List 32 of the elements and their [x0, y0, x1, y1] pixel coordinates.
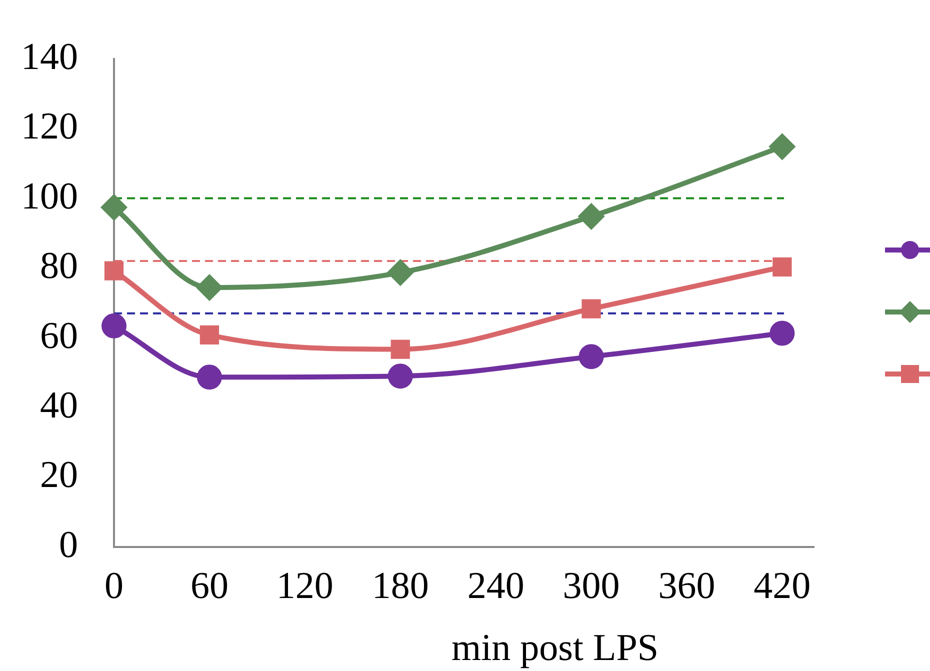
point [388, 260, 413, 286]
y-tick-label: 80 [40, 245, 78, 288]
point [102, 313, 126, 338]
y-tick-label: 0 [59, 524, 78, 566]
y-tick-label: 20 [40, 454, 78, 496]
point [582, 299, 601, 318]
y-tick-label: 120 [21, 106, 78, 148]
x-tick-label: 120 [276, 564, 334, 607]
point [388, 364, 413, 389]
point [578, 344, 604, 370]
point [200, 325, 220, 345]
x-tick-label: 180 [372, 564, 429, 607]
y-tick-label: 40 [40, 384, 78, 426]
point [772, 257, 792, 277]
y-tick-label: 140 [21, 36, 78, 78]
point [578, 204, 604, 229]
x-tick-label: 0 [104, 564, 124, 607]
y-tick-label: 100 [21, 175, 78, 218]
x-tick-label: 300 [562, 564, 620, 607]
point [102, 194, 126, 220]
x-tick-label: 420 [754, 564, 811, 607]
point [390, 340, 410, 359]
point [770, 320, 795, 346]
x-tick-label: 60 [190, 564, 228, 607]
point [104, 261, 124, 280]
point [196, 275, 222, 300]
point [196, 364, 222, 390]
x-tick-label: 240 [467, 564, 524, 607]
point [770, 134, 795, 160]
y-tick-label: 60 [40, 314, 78, 357]
x-tick-label: 360 [658, 564, 716, 607]
x-axis-title: min post LPS [452, 627, 658, 669]
